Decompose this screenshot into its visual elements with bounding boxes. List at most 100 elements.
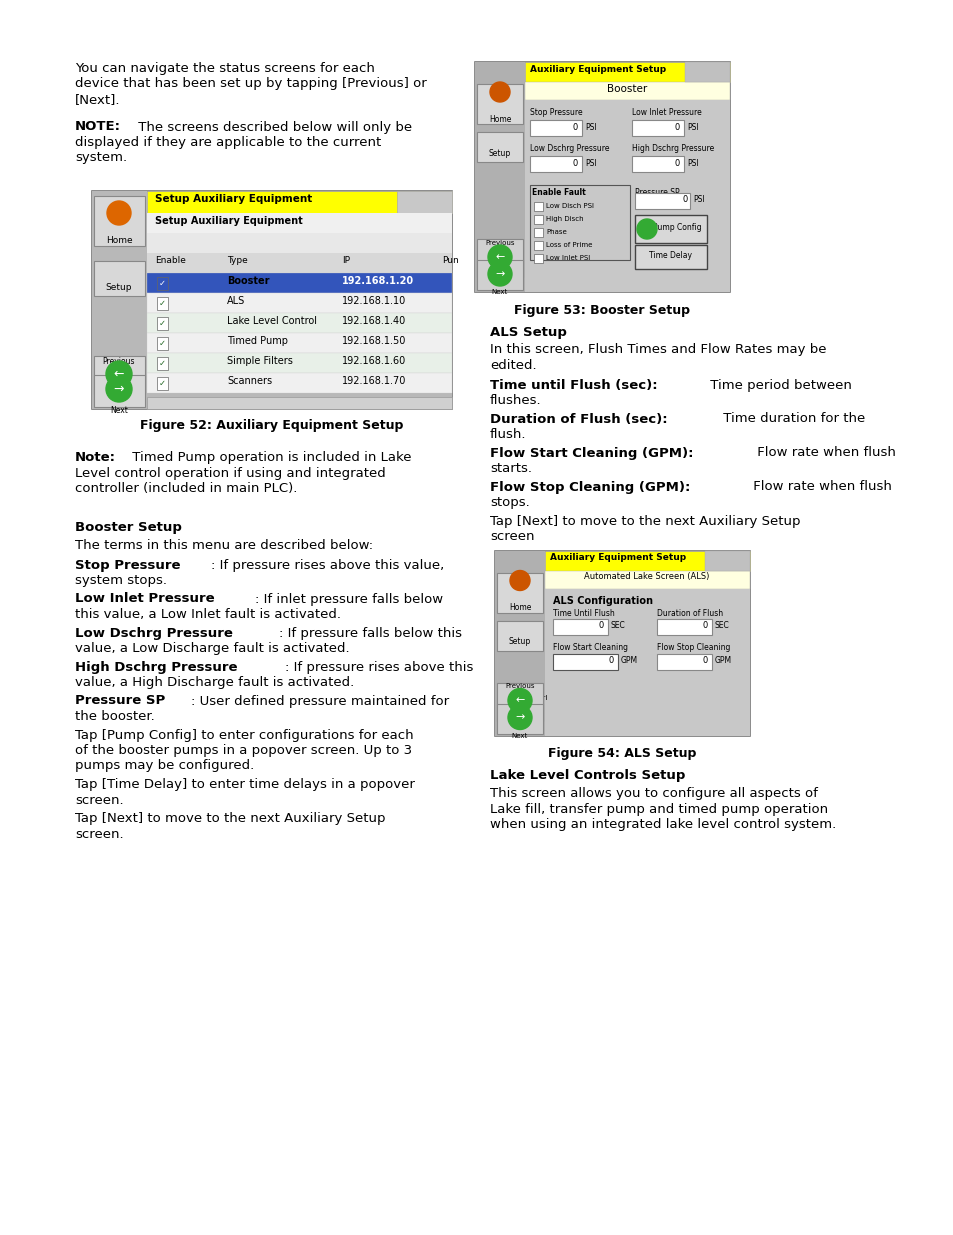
Text: Low Inlet Pressure: Low Inlet Pressure xyxy=(75,593,214,605)
Text: screen: screen xyxy=(490,530,534,543)
Text: Pressure SP: Pressure SP xyxy=(75,694,165,708)
Bar xyxy=(631,120,683,136)
Bar xyxy=(476,84,522,124)
Text: Setup Auxiliary Equipment: Setup Auxiliary Equipment xyxy=(154,194,312,204)
Text: ✓: ✓ xyxy=(159,319,166,329)
Bar xyxy=(631,156,683,172)
Text: 0: 0 xyxy=(682,195,687,205)
Text: SEC: SEC xyxy=(610,621,625,630)
Text: 0: 0 xyxy=(702,656,707,664)
Text: High Dschrg Pressure: High Dschrg Pressure xyxy=(75,661,237,673)
Text: : User defined pressure maintained for: : User defined pressure maintained for xyxy=(192,694,449,708)
Text: 192.168.1.60: 192.168.1.60 xyxy=(341,356,406,366)
Text: the booster.: the booster. xyxy=(75,710,154,722)
Bar xyxy=(495,551,544,736)
Text: Stop Pressure: Stop Pressure xyxy=(75,558,180,572)
Text: Previous: Previous xyxy=(103,357,135,366)
Text: : If pressure rises above this: : If pressure rises above this xyxy=(284,661,473,673)
Circle shape xyxy=(490,82,510,103)
Text: ✓: ✓ xyxy=(159,279,166,288)
Bar xyxy=(475,62,524,291)
Bar xyxy=(157,296,168,310)
Text: Low Inlet PSI: Low Inlet PSI xyxy=(545,254,590,261)
Text: Timed Pump: Timed Pump xyxy=(227,336,288,346)
Text: Duration of Flush (sec):: Duration of Flush (sec): xyxy=(490,412,667,426)
Bar xyxy=(544,589,749,736)
Bar xyxy=(396,191,452,212)
Bar xyxy=(157,377,168,390)
Text: 192.168.1.50: 192.168.1.50 xyxy=(341,336,406,346)
Text: ✓: ✓ xyxy=(159,299,166,308)
Text: Booster: Booster xyxy=(606,84,646,94)
Text: Time Until Flush: Time Until Flush xyxy=(553,609,614,618)
Text: Phase: Phase xyxy=(545,228,566,235)
Text: Booster: Booster xyxy=(227,275,269,287)
Text: Next: Next xyxy=(512,732,528,739)
Bar xyxy=(530,156,581,172)
Text: Next: Next xyxy=(110,406,128,415)
Bar xyxy=(157,277,168,290)
Circle shape xyxy=(106,361,132,387)
Bar xyxy=(524,82,729,100)
Text: Flow Start Cleaning: Flow Start Cleaning xyxy=(553,643,627,652)
Bar xyxy=(94,375,145,408)
Text: Time Delay: Time Delay xyxy=(649,252,692,261)
Text: when using an integrated lake level control system.: when using an integrated lake level cont… xyxy=(490,818,836,831)
Circle shape xyxy=(107,201,131,225)
Text: of the booster pumps in a popover screen. Up to 3: of the booster pumps in a popover screen… xyxy=(75,743,412,757)
Text: Timed Pump operation is included in Lake: Timed Pump operation is included in Lake xyxy=(128,451,411,464)
Text: Tap [Time Delay] to enter time delays in a popover: Tap [Time Delay] to enter time delays in… xyxy=(75,778,415,790)
Bar xyxy=(497,620,542,651)
Bar xyxy=(534,228,542,237)
Bar xyxy=(497,573,542,613)
Text: Figure 52: Auxiliary Equipment Setup: Figure 52: Auxiliary Equipment Setup xyxy=(140,419,403,432)
Text: Setup: Setup xyxy=(488,149,511,158)
Text: PSI: PSI xyxy=(686,122,698,131)
Text: Simple Filters: Simple Filters xyxy=(227,356,293,366)
Bar xyxy=(684,62,729,82)
Text: Booster Setup: Booster Setup xyxy=(75,521,182,535)
Text: : If inlet pressure falls below: : If inlet pressure falls below xyxy=(254,593,443,605)
Text: [Next].: [Next]. xyxy=(75,93,120,106)
Bar xyxy=(635,193,689,209)
Text: →: → xyxy=(495,269,504,279)
Text: Automated Lake Screen (ALS): Automated Lake Screen (ALS) xyxy=(583,572,709,580)
Bar xyxy=(544,571,749,589)
Bar xyxy=(476,240,522,277)
Circle shape xyxy=(488,262,512,287)
Text: 192.168.1.20: 192.168.1.20 xyxy=(341,275,414,287)
Text: ALS Setup: ALS Setup xyxy=(490,326,566,338)
Text: flush.: flush. xyxy=(490,429,526,441)
Bar xyxy=(147,212,452,233)
Text: ALS Configuration: ALS Configuration xyxy=(553,597,652,606)
Text: Flow Stop Cleaning: Flow Stop Cleaning xyxy=(657,643,730,652)
Bar xyxy=(530,185,629,261)
Text: Enable Fault: Enable Fault xyxy=(532,188,585,198)
Bar xyxy=(553,653,618,669)
Bar xyxy=(497,683,542,720)
Text: Low Inlet Pressure: Low Inlet Pressure xyxy=(631,107,701,117)
Bar xyxy=(147,312,452,333)
Text: 0: 0 xyxy=(572,158,578,168)
Text: Previous: Previous xyxy=(505,683,535,689)
Text: Pun: Pun xyxy=(441,256,458,266)
Bar xyxy=(704,551,749,571)
Bar xyxy=(147,253,452,273)
Bar xyxy=(147,353,452,373)
Bar xyxy=(497,694,506,703)
Bar xyxy=(524,100,729,291)
Text: : If pressure falls below this: : If pressure falls below this xyxy=(278,626,461,640)
Text: SEC: SEC xyxy=(714,621,729,630)
Text: Auxiliary Equipment Setup: Auxiliary Equipment Setup xyxy=(550,553,685,562)
Text: Time duration for the: Time duration for the xyxy=(719,412,864,426)
Text: value, a Low Discharge fault is activated.: value, a Low Discharge fault is activate… xyxy=(75,642,349,655)
Circle shape xyxy=(106,375,132,403)
Text: 0: 0 xyxy=(598,621,603,630)
Bar xyxy=(657,619,711,635)
Text: Auxiliary Equipment Setup: Auxiliary Equipment Setup xyxy=(530,65,665,74)
Text: PSI: PSI xyxy=(692,195,704,205)
Text: this value, a Low Inlet fault is activated.: this value, a Low Inlet fault is activat… xyxy=(75,608,340,621)
Text: 0: 0 xyxy=(608,656,614,664)
Text: system stops.: system stops. xyxy=(75,574,167,587)
Circle shape xyxy=(488,245,512,269)
